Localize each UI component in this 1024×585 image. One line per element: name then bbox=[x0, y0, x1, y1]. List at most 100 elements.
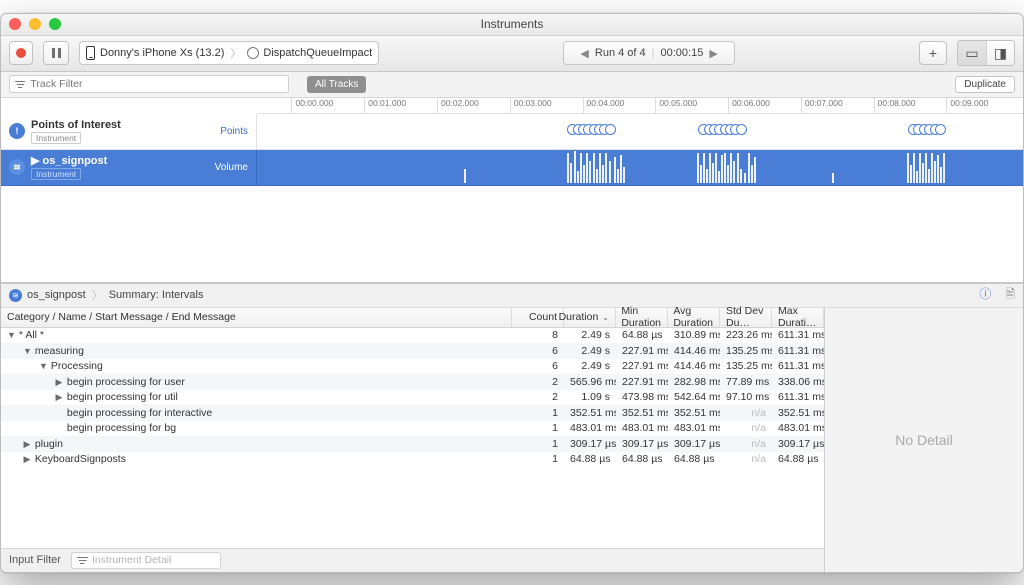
table-row[interactable]: begin processing for interactive1352.51 … bbox=[1, 405, 824, 421]
volume-bar bbox=[754, 157, 756, 183]
close-icon[interactable] bbox=[9, 18, 21, 30]
track-row[interactable]: !Points of InterestInstrumentPoints bbox=[1, 114, 1023, 150]
minimize-icon[interactable] bbox=[29, 18, 41, 30]
disclosure-icon[interactable]: ▼ bbox=[7, 330, 15, 340]
column-header[interactable]: Duration⌄ bbox=[564, 308, 616, 327]
cell-min: 352.51 ms bbox=[616, 407, 668, 419]
view-right-button[interactable]: ◨ bbox=[986, 41, 1014, 65]
table-row[interactable]: ▼ measuring62.49 s227.91 ms414.46 ms135.… bbox=[1, 343, 824, 359]
timeline-blank bbox=[1, 186, 1023, 282]
table-body[interactable]: ▼ * All *82.49 s64.88 µs310.89 ms223.26 … bbox=[1, 328, 824, 548]
volume-bar bbox=[620, 155, 622, 183]
table-row[interactable]: ▶ begin processing for user2565.96 ms227… bbox=[1, 374, 824, 390]
run-selector[interactable]: ◀ Run 4 of 4 | 00:00:15 ▶ bbox=[563, 41, 734, 65]
volume-bar bbox=[593, 153, 595, 183]
table-row[interactable]: ▶ begin processing for util21.09 s473.98… bbox=[1, 390, 824, 406]
table-row[interactable]: ▼ Processing62.49 s227.91 ms414.46 ms135… bbox=[1, 359, 824, 375]
cell-min: 227.91 ms bbox=[616, 345, 668, 357]
time-ruler[interactable]: 00:00.00000:01.00000:02.00000:03.00000:0… bbox=[257, 98, 1023, 114]
duplicate-button[interactable]: Duplicate bbox=[955, 76, 1015, 93]
input-filter-bar: Input Filter Instrument Detail bbox=[1, 548, 824, 572]
disclosure-icon[interactable]: ▼ bbox=[39, 361, 47, 371]
column-header[interactable]: Category / Name / Start Message / End Me… bbox=[1, 308, 512, 327]
volume-bar bbox=[937, 155, 939, 183]
pause-button[interactable] bbox=[43, 41, 69, 65]
volume-bar bbox=[570, 163, 572, 183]
volume-bar bbox=[567, 153, 569, 183]
table-row[interactable]: begin processing for bg1483.01 ms483.01 … bbox=[1, 421, 824, 437]
cell-dur: 64.88 µs bbox=[564, 453, 616, 465]
view-left-button[interactable]: ▭ bbox=[958, 41, 986, 65]
track-name: Points of Interest bbox=[31, 119, 121, 131]
target-selector[interactable]: Donny's iPhone Xs (13.2) 〉 DispatchQueue… bbox=[79, 41, 379, 65]
all-tracks-chip[interactable]: All Tracks bbox=[307, 76, 366, 93]
disclosure-icon[interactable]: ▶ bbox=[55, 377, 63, 388]
track-row[interactable]: ≋▶ os_signpostInstrumentVolume bbox=[1, 150, 1023, 186]
column-header[interactable]: Std Dev Du… bbox=[720, 308, 772, 327]
poi-marker[interactable] bbox=[736, 124, 747, 135]
zoom-icon[interactable] bbox=[49, 18, 61, 30]
ruler-tick: 00:03.000 bbox=[510, 98, 552, 113]
ruler-tick: 00:07.000 bbox=[801, 98, 843, 113]
input-filter-label: Input Filter bbox=[9, 554, 61, 566]
cell-count: 6 bbox=[512, 360, 564, 372]
cell-std: n/a bbox=[720, 422, 772, 434]
ruler-tick: 00:00.000 bbox=[291, 98, 333, 113]
volume-bar bbox=[464, 169, 466, 183]
cell-std: 77.89 ms bbox=[720, 376, 772, 388]
record-button[interactable] bbox=[9, 41, 33, 65]
ruler-tick: 00:06.000 bbox=[728, 98, 770, 113]
volume-bar bbox=[913, 153, 915, 183]
track-icon: ! bbox=[9, 123, 25, 139]
instrument-detail-filter[interactable]: Instrument Detail bbox=[71, 552, 221, 569]
cell-category: ▼ * All * bbox=[1, 329, 512, 341]
column-header[interactable]: Min Duration bbox=[616, 308, 668, 327]
cell-dur: 352.51 ms bbox=[564, 407, 616, 419]
volume-bar bbox=[577, 171, 579, 183]
crumb-view[interactable]: Summary: Intervals bbox=[109, 289, 204, 301]
table-row[interactable]: ▶ plugin1309.17 µs309.17 µs309.17 µsn/a3… bbox=[1, 436, 824, 452]
next-run-icon[interactable]: ▶ bbox=[703, 47, 723, 60]
add-instrument-button[interactable]: + bbox=[919, 41, 947, 65]
track-filter-input[interactable] bbox=[30, 78, 283, 90]
cell-std: 223.26 ms bbox=[720, 329, 772, 341]
volume-bar bbox=[617, 169, 619, 183]
column-header[interactable]: Avg Duration bbox=[668, 308, 720, 327]
poi-marker[interactable] bbox=[935, 124, 946, 135]
volume-bar bbox=[715, 153, 717, 183]
disclosure-icon[interactable]: ▶ bbox=[23, 439, 31, 450]
cell-max: 611.31 ms bbox=[772, 391, 824, 403]
column-header[interactable]: Max Durati… bbox=[772, 308, 824, 327]
cell-avg: 352.51 ms bbox=[668, 407, 720, 419]
track-mode[interactable]: Points bbox=[220, 126, 248, 137]
table-row[interactable]: ▶ KeyboardSignposts164.88 µs64.88 µs64.8… bbox=[1, 452, 824, 468]
track-name: ▶ os_signpost bbox=[31, 154, 107, 167]
track-body[interactable] bbox=[257, 150, 1023, 185]
cell-avg: 310.89 ms bbox=[668, 329, 720, 341]
disclosure-icon[interactable]: ▶ bbox=[55, 392, 63, 403]
track-head[interactable]: ≋▶ os_signpostInstrumentVolume bbox=[1, 150, 257, 185]
filter-bar: All Tracks Duplicate bbox=[1, 72, 1023, 98]
table-row[interactable]: ▼ * All *82.49 s64.88 µs310.89 ms223.26 … bbox=[1, 328, 824, 344]
poi-marker[interactable] bbox=[605, 124, 616, 135]
track-mode[interactable]: Volume bbox=[215, 162, 248, 173]
track-body[interactable] bbox=[257, 114, 1023, 149]
info-icon[interactable]: ⓘ bbox=[979, 285, 991, 306]
cell-dur: 2.49 s bbox=[564, 329, 616, 341]
track-filter[interactable] bbox=[9, 75, 289, 93]
cell-count: 1 bbox=[512, 422, 564, 434]
cell-dur: 309.17 µs bbox=[564, 438, 616, 450]
cell-max: 309.17 µs bbox=[772, 438, 824, 450]
crumb-instrument[interactable]: os_signpost bbox=[27, 289, 86, 301]
track-icon: ≋ bbox=[9, 159, 25, 175]
cell-min: 227.91 ms bbox=[616, 376, 668, 388]
disclosure-icon[interactable]: ▼ bbox=[23, 346, 31, 356]
toolbar: Donny's iPhone Xs (13.2) 〉 DispatchQueue… bbox=[1, 36, 1023, 72]
track-head[interactable]: !Points of InterestInstrumentPoints bbox=[1, 114, 257, 149]
prev-run-icon[interactable]: ◀ bbox=[574, 47, 594, 60]
doc-icon[interactable]: 🗎 bbox=[1005, 285, 1015, 306]
cell-std: n/a bbox=[720, 453, 772, 465]
column-header[interactable]: Count bbox=[512, 308, 564, 327]
volume-bar bbox=[748, 153, 750, 183]
disclosure-icon[interactable]: ▶ bbox=[23, 454, 31, 465]
